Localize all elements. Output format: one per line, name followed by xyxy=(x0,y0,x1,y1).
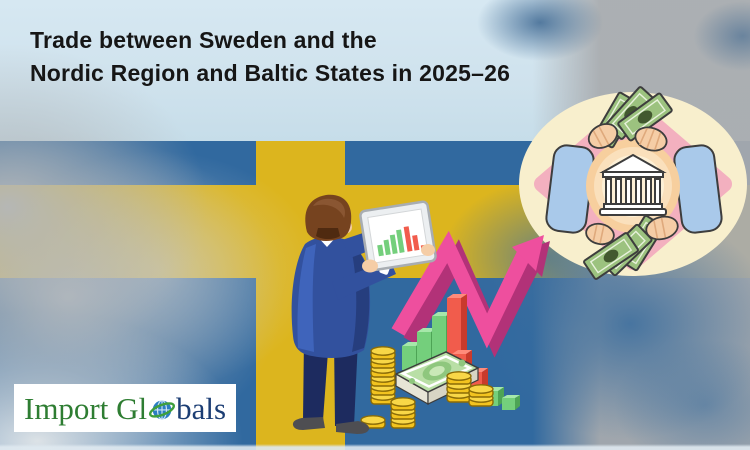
tablet xyxy=(359,200,437,272)
page-title: Trade between Sweden and the Nordic Regi… xyxy=(30,24,510,90)
bar-chart-icon xyxy=(377,226,426,257)
title-line-2: Nordic Region and Baltic States in 2025–… xyxy=(30,60,511,86)
shoe-right xyxy=(336,421,370,434)
logo-text-green: Import Gl xyxy=(24,390,148,426)
title-line-1: Trade between Sweden and the xyxy=(30,27,377,53)
globe-icon xyxy=(149,400,176,420)
hand-right xyxy=(421,244,435,256)
businessman-illustration xyxy=(291,194,437,434)
logo-text-navy: bals xyxy=(176,390,227,426)
growth-arrow xyxy=(391,230,550,358)
bank-money-exchange-illustration xyxy=(519,85,747,281)
hand-left xyxy=(362,259,378,273)
bank-icon xyxy=(599,153,667,216)
importglobals-logo: Import Gl bals xyxy=(14,384,237,432)
shoe-left xyxy=(292,417,325,430)
hands xyxy=(585,123,679,246)
banknote-stack xyxy=(394,351,480,406)
